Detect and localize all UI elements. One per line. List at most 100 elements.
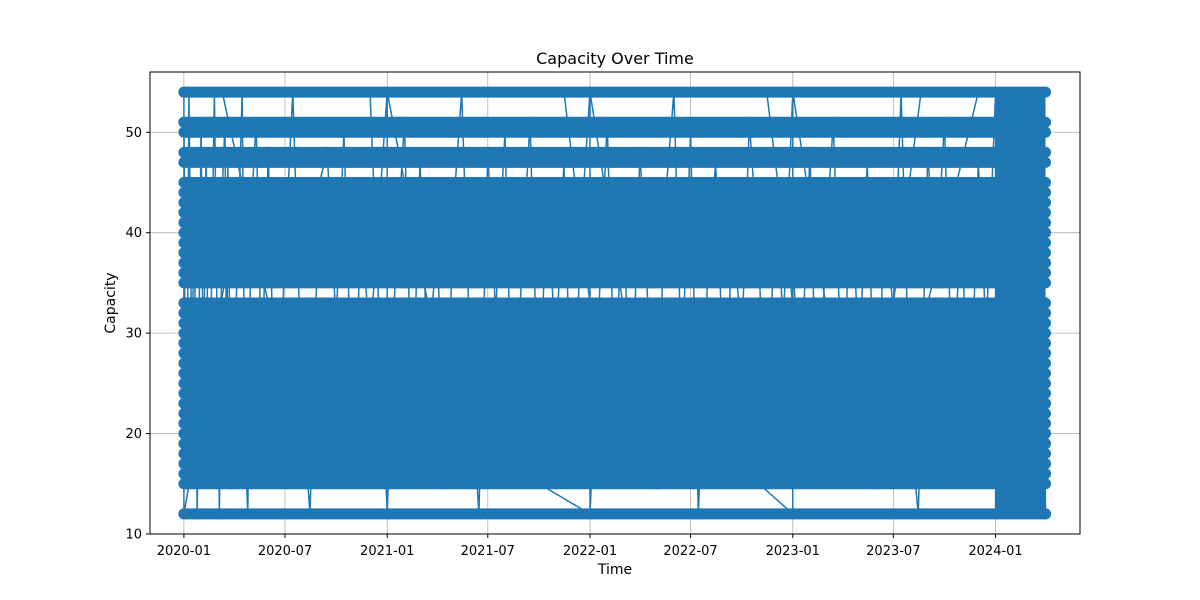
data-point	[178, 156, 190, 168]
data-point	[871, 478, 883, 490]
data-point	[550, 347, 562, 359]
data-point	[279, 247, 291, 259]
data-point	[922, 146, 934, 158]
data-point	[761, 448, 773, 460]
data-point	[558, 156, 570, 168]
data-point	[313, 177, 325, 188]
x-tick-label: 2021-07	[461, 544, 515, 559]
data-point	[188, 227, 200, 239]
data-point	[895, 86, 907, 98]
data-point	[221, 408, 233, 419]
data-point	[837, 418, 849, 429]
data-point	[1040, 508, 1052, 520]
data-point	[804, 146, 816, 158]
series-segment	[792, 91, 827, 304]
data-point	[938, 116, 950, 128]
data-point	[203, 458, 215, 470]
data-point	[473, 508, 485, 520]
data-point	[465, 377, 477, 389]
y-tick-label: 30	[125, 327, 142, 342]
data-point	[845, 177, 857, 188]
plot-frame	[149, 71, 1081, 535]
data-point	[499, 126, 511, 138]
y-tick-label: 20	[125, 427, 142, 442]
series-segment	[589, 91, 624, 304]
data-point	[727, 217, 739, 229]
data-point	[787, 257, 799, 269]
data-point	[355, 217, 367, 229]
data-point	[736, 337, 748, 349]
data-point	[946, 377, 958, 389]
data-point	[200, 146, 212, 158]
x-tick-label: 2020-01	[157, 544, 211, 559]
x-tick-label: 2022-07	[663, 544, 717, 559]
data-point	[222, 156, 234, 168]
data-point	[827, 116, 839, 128]
data-point	[617, 177, 629, 188]
data-point	[206, 267, 218, 279]
data-point	[183, 86, 195, 98]
data-point	[567, 468, 579, 480]
data-point	[225, 478, 237, 490]
data-point	[178, 116, 190, 128]
data-point	[347, 448, 359, 460]
series-segment	[758, 483, 794, 515]
x-tick-label: 2023-01	[766, 544, 820, 559]
series-segment	[765, 91, 794, 304]
data-point	[490, 307, 502, 319]
x-tick-label: 2023-07	[866, 544, 920, 559]
x-tick-label: 2020-07	[258, 544, 312, 559]
series-segment	[369, 92, 388, 514]
data-point	[287, 86, 299, 98]
data-point	[905, 428, 917, 440]
data-point	[364, 337, 376, 349]
data-point	[980, 327, 992, 339]
x-axis-title: Time	[597, 562, 632, 578]
data-point	[398, 116, 410, 128]
data-point	[878, 197, 890, 209]
data-point	[178, 177, 190, 188]
data-point	[634, 146, 646, 158]
data-point	[692, 508, 704, 520]
data-point	[179, 428, 191, 440]
data-point	[820, 237, 832, 249]
data-point	[223, 297, 235, 309]
ticks: 2020-01 2020-07 2021-01 2021-07 2022-01 2022-…	[125, 126, 1022, 559]
chart-title: Capacity Over Time	[536, 49, 694, 68]
data-point	[1017, 478, 1029, 490]
data-point	[702, 267, 714, 279]
data-point	[439, 478, 451, 490]
data-point	[609, 397, 621, 409]
data-point	[990, 86, 1002, 98]
data-point	[887, 307, 899, 319]
data-point	[208, 86, 220, 98]
data-point	[304, 508, 316, 520]
data-point	[861, 156, 873, 168]
data-point	[216, 187, 228, 198]
data-point	[389, 277, 401, 289]
data-point	[912, 508, 924, 520]
data-point	[997, 247, 1009, 259]
series-segment	[927, 91, 980, 304]
data-point	[448, 197, 460, 209]
data-point	[956, 217, 968, 229]
x-tick-label: 2024-01	[968, 544, 1022, 559]
series-segment	[386, 91, 429, 304]
data-point	[262, 146, 274, 158]
data-point	[601, 116, 613, 128]
data-point	[338, 126, 350, 138]
data-point	[1007, 408, 1019, 419]
x-tick-label: 2022-01	[563, 544, 617, 559]
data-point	[197, 387, 209, 399]
data-point	[456, 86, 468, 98]
data-point	[668, 86, 680, 98]
data-point	[743, 116, 755, 128]
y-axis-title: Capacity	[103, 272, 119, 333]
data-point	[239, 438, 251, 450]
data-point	[592, 327, 604, 339]
data-point	[321, 146, 333, 158]
series-segment	[221, 91, 270, 304]
data-point	[777, 317, 789, 329]
data-point	[406, 418, 418, 429]
data-point	[330, 317, 342, 329]
